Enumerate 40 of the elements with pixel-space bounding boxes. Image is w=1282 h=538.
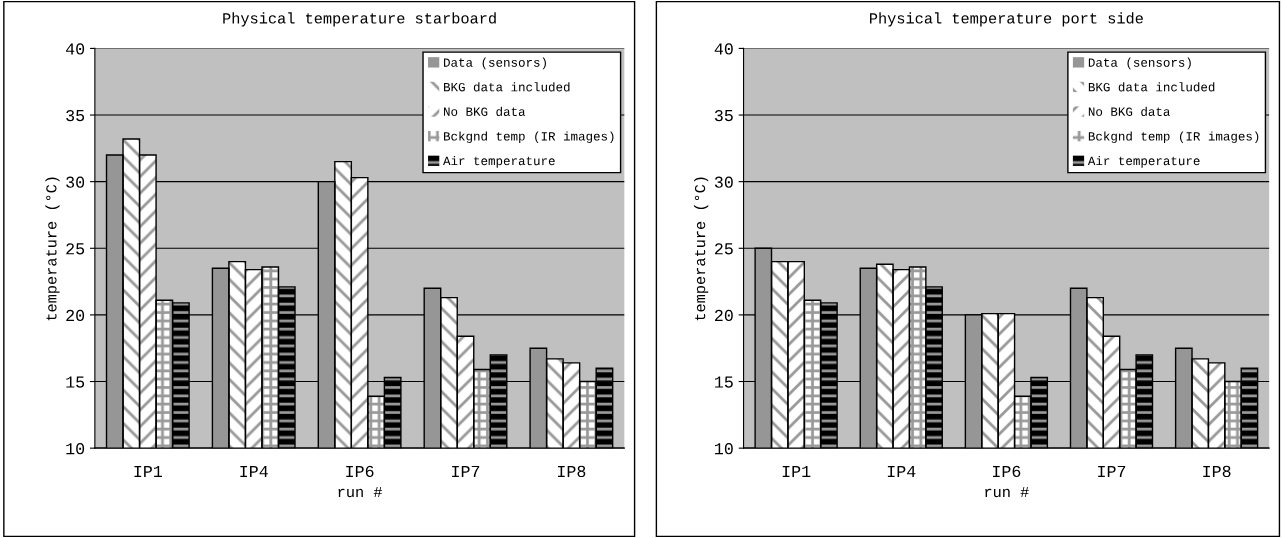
y-tick-label: 25 (715, 243, 733, 255)
chart-title: Physical temperature port side (870, 12, 1143, 27)
x-tick-label: IP7 (1098, 465, 1126, 477)
x-tick-label: IP4 (887, 465, 916, 477)
x-tick-label: IP1 (134, 465, 163, 477)
y-tick-label: 15 (66, 376, 85, 388)
legend-label: Bckgnd temp (IR images) (444, 131, 614, 144)
y-tick-label: 30 (66, 176, 85, 188)
y-tick-label: 10 (715, 443, 733, 455)
y-axis-title: temperature (°C) (45, 177, 60, 321)
y-tick-label: 30 (714, 176, 733, 188)
legend-label: Bckgnd temp (IR images) (1088, 131, 1259, 144)
y-axis-title: temperature (°C) (694, 177, 709, 321)
y-tick-label: 20 (66, 309, 85, 322)
y-tick-label: 35 (66, 109, 85, 122)
legend-label: No BKG data (444, 106, 526, 117)
x-tick-label: IP7 (452, 465, 480, 477)
x-tick-label: IP4 (240, 465, 268, 477)
x-tick-label: IP8 (1203, 465, 1231, 478)
x-tick-label: IP1 (782, 465, 811, 477)
legend-label: BKG data included (1088, 82, 1215, 92)
y-tick-label: 10 (66, 443, 85, 455)
legend-label: BKG data included (444, 82, 570, 92)
x-tick-label: IP6 (993, 465, 1021, 478)
y-tick-label: 15 (715, 376, 733, 388)
y-tick-label: 25 (66, 243, 85, 255)
y-tick-label: 40 (65, 43, 85, 55)
x-axis-title: run # (985, 486, 1029, 498)
chart-title: Physical temperature starboard (223, 12, 496, 27)
x-tick-label: IP8 (558, 465, 586, 478)
x-axis-title: run # (338, 486, 383, 498)
legend-label: Data (sensors) (444, 57, 546, 70)
legend-label: No BKG data (1088, 106, 1170, 117)
y-tick-label: 35 (714, 109, 733, 122)
y-tick-label: 40 (714, 43, 733, 55)
x-tick-label: IP6 (346, 465, 374, 478)
legend-label: Air temperature (1087, 155, 1200, 168)
legend-label: Data (sensors) (1088, 57, 1191, 70)
y-tick-label: 20 (715, 309, 733, 322)
legend-label: Air temperature (443, 155, 555, 168)
